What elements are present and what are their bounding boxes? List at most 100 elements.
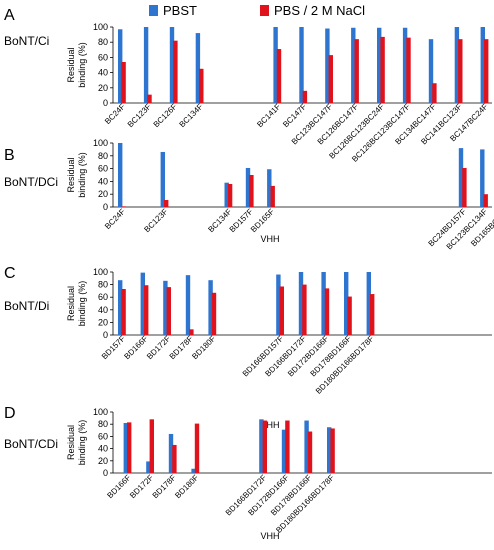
bar-pbst — [146, 461, 151, 473]
y-axis-title: Residualbinding (%) — [66, 152, 87, 198]
x-axis-title: VHH — [260, 531, 279, 541]
legend-swatch-nacl — [260, 5, 269, 16]
bar-nacl — [164, 199, 169, 207]
panel-letter: A — [4, 7, 15, 24]
bar-pbst — [454, 27, 460, 103]
x-tick-label: BD166F — [122, 334, 149, 361]
bar-pbst — [118, 29, 123, 104]
bar-pbst — [351, 27, 356, 103]
bar-nacl — [189, 329, 194, 335]
y-tick-label: 0 — [103, 330, 108, 340]
y-tick-label: 40 — [98, 305, 108, 315]
bar-pbst — [168, 433, 174, 473]
x-tick-label: BD166F — [105, 473, 132, 500]
bar-pbst — [273, 27, 278, 103]
bar-pbst — [224, 182, 229, 207]
panel-a: A BoNT/Ci Residualbinding (%) 0 20 40 60 80 100 B… — [4, 7, 492, 164]
x-tick-label: BD165F — [249, 207, 276, 234]
y-tick-label: 40 — [98, 68, 108, 78]
bar-pbst — [185, 275, 191, 335]
bar-nacl — [307, 431, 313, 473]
bar-pbst — [191, 468, 196, 473]
bar-nacl — [199, 68, 204, 103]
panel-letter: D — [4, 405, 16, 422]
bar-pbst — [245, 167, 251, 207]
y-tick-label: 60 — [98, 52, 108, 62]
bar-pbst — [281, 429, 287, 473]
bar-pbst — [428, 39, 434, 103]
bar-pbst — [169, 27, 175, 103]
bar-nacl — [302, 284, 307, 335]
bar-pbst — [298, 272, 304, 335]
bar-pbst — [195, 33, 201, 103]
bar-pbst — [344, 272, 349, 335]
bar-nacl — [484, 39, 489, 103]
y-tick-label: 100 — [93, 267, 108, 277]
bar-pbst — [163, 280, 168, 335]
legend-label-pbst: PBST — [163, 3, 197, 18]
bar-nacl — [147, 94, 152, 103]
bar-nacl — [121, 61, 126, 103]
panel-b: B BoNT/DCi Residualbinding (%) 0 20 40 60 80 100… — [4, 138, 494, 251]
bar-pbst — [123, 422, 128, 473]
y-tick-label: 80 — [98, 419, 108, 429]
panel-d: D BoNT/CDi Residualbinding (%) 0 20 40 60 80 100… — [4, 405, 492, 541]
bar-nacl — [166, 287, 171, 335]
bar-nacl — [370, 294, 375, 335]
bar-pbst — [208, 280, 213, 335]
bar-pbst — [160, 151, 165, 207]
bar-pbst — [140, 272, 145, 335]
bar-nacl — [330, 428, 335, 473]
bar-pbst — [276, 274, 281, 335]
y-tick-label: 100 — [93, 138, 108, 148]
bar-pbst — [267, 169, 272, 207]
bar-nacl — [285, 420, 290, 473]
bar-nacl — [149, 419, 154, 473]
bar-nacl — [127, 422, 132, 473]
bar-pbst — [458, 148, 464, 207]
y-tick-label: 40 — [98, 444, 108, 454]
toxin-label: BoNT/DCi — [4, 175, 58, 189]
y-tick-label: 60 — [98, 431, 108, 441]
legend-swatch-pbst — [149, 5, 158, 16]
toxin-label: BoNT/Ci — [4, 34, 49, 48]
bar-nacl — [279, 286, 284, 335]
x-tick-label: BC134F — [178, 102, 205, 129]
bar-nacl — [483, 194, 488, 207]
bar-pbst — [402, 27, 408, 103]
y-tick-label: 0 — [103, 98, 108, 108]
y-tick-label: 0 — [103, 468, 108, 478]
bar-nacl — [144, 285, 149, 335]
y-tick-label: 80 — [98, 37, 108, 47]
bar-pbst — [325, 28, 330, 103]
bar-pbst — [480, 27, 485, 103]
x-tick-label: BC141F — [255, 102, 282, 129]
toxin-label: BoNT/CDi — [4, 437, 58, 451]
bar-pbst — [304, 420, 309, 473]
y-axis-title: Residualbinding (%) — [66, 42, 87, 88]
bar-pbst — [118, 143, 123, 207]
bar-nacl — [380, 36, 385, 103]
bar-nacl — [406, 37, 411, 103]
y-tick-label: 20 — [98, 456, 108, 466]
panel-letter: C — [4, 265, 16, 282]
panel-c: C BoNT/Di Residualbinding (%) 0 20 40 60 80 100 B… — [4, 265, 492, 430]
x-tick-label: BD180F — [173, 473, 200, 500]
y-tick-label: 60 — [98, 292, 108, 302]
bar-pbst — [327, 427, 332, 473]
bar-nacl — [121, 289, 126, 335]
x-tick-label: BC123F — [126, 102, 153, 129]
bar-pbst — [143, 27, 149, 103]
bar-nacl — [324, 288, 330, 335]
y-tick-label: 80 — [98, 280, 108, 290]
legend-label-nacl: PBS / 2 M NaCl — [274, 3, 365, 18]
x-tick-label: BD180F — [190, 334, 217, 361]
x-tick-label: BC126F — [152, 102, 179, 129]
bar-nacl — [227, 183, 233, 207]
x-tick-label: BC123F — [142, 207, 169, 234]
bar-pbst — [118, 280, 123, 335]
y-tick-label: 0 — [103, 202, 108, 212]
y-tick-label: 100 — [93, 22, 108, 32]
bar-nacl — [173, 40, 178, 103]
